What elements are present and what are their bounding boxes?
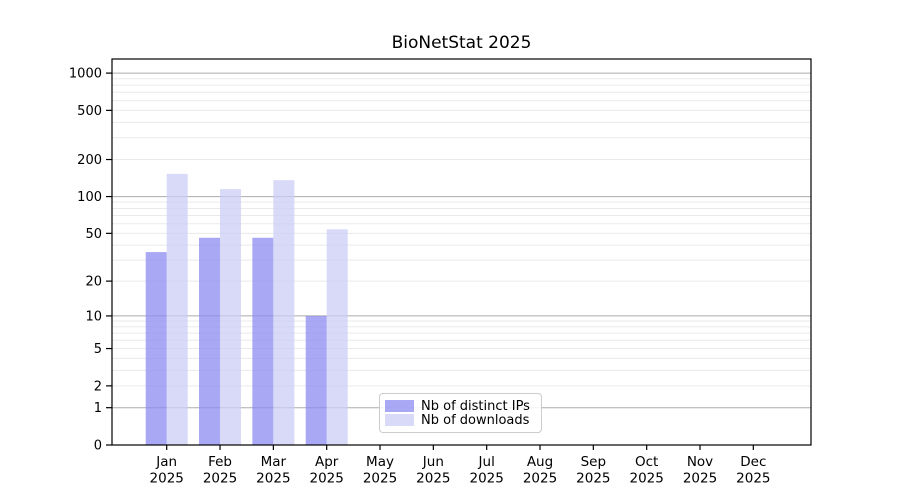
x-axis-tick-label-month: Jul xyxy=(478,454,495,470)
bar-jan-distinct-ips xyxy=(145,252,167,445)
y-axis-tick-label: 0 xyxy=(94,439,102,454)
bar-mar-downloads xyxy=(273,180,295,445)
y-axis-tick-label: 1 xyxy=(94,401,102,416)
x-axis-tick-label-year: 2025 xyxy=(629,471,663,487)
x-axis-tick-label-month: Sep xyxy=(581,454,606,470)
legend-swatch-distinct-ips xyxy=(385,400,414,412)
x-axis-tick-label-month: Jan xyxy=(155,454,177,470)
y-axis-tick-label: 2 xyxy=(94,379,102,394)
x-axis-tick-label-year: 2025 xyxy=(416,471,450,487)
chart-title: BioNetStat 2025 xyxy=(391,33,532,53)
x-axis-tick-label-month: Dec xyxy=(740,454,766,470)
bar-feb-distinct-ips xyxy=(199,237,221,445)
y-axis-tick-label: 20 xyxy=(85,275,102,290)
x-axis-tick-label-month: Aug xyxy=(527,454,553,470)
legend-item-downloads: Nb of downloads xyxy=(385,412,535,428)
x-axis-tick-label-month: Feb xyxy=(208,454,232,470)
y-axis-tick-label: 100 xyxy=(77,190,102,205)
x-axis-tick-label-month: Mar xyxy=(261,454,287,470)
x-axis-tick-label-year: 2025 xyxy=(150,471,184,487)
bar-mar-distinct-ips xyxy=(252,237,274,445)
plot-border xyxy=(111,58,812,446)
x-axis-tick-label-year: 2025 xyxy=(736,471,770,487)
legend: Nb of distinct IPs Nb of downloads xyxy=(379,393,542,433)
x-axis-tick-label-year: 2025 xyxy=(203,471,237,487)
y-axis-tick-label: 10 xyxy=(85,309,102,324)
y-axis-tick-label: 50 xyxy=(85,227,102,242)
y-axis-tick-label: 5 xyxy=(94,342,102,357)
x-axis-tick-label-month: Jun xyxy=(422,454,444,470)
x-axis-tick-label-year: 2025 xyxy=(523,471,557,487)
x-axis-tick-label-year: 2025 xyxy=(363,471,397,487)
legend-label-distinct-ips: Nb of distinct IPs xyxy=(421,398,530,414)
x-axis-tick-label-month: Nov xyxy=(687,454,713,470)
legend-label-downloads: Nb of downloads xyxy=(421,412,530,428)
legend-swatch-downloads xyxy=(385,414,414,426)
bar-jan-downloads xyxy=(166,173,188,445)
x-axis-tick-label-year: 2025 xyxy=(470,471,504,487)
y-axis-tick-label: 500 xyxy=(77,104,102,119)
x-axis-tick-label-year: 2025 xyxy=(576,471,610,487)
bar-apr-distinct-ips xyxy=(305,315,327,445)
x-axis-tick-label-year: 2025 xyxy=(683,471,717,487)
y-axis-tick-label: 200 xyxy=(77,153,102,168)
x-axis-tick-label-month: May xyxy=(366,454,394,470)
bar-feb-downloads xyxy=(220,189,242,445)
legend-item-distinct-ips: Nb of distinct IPs xyxy=(385,398,535,414)
x-axis-tick-label-year: 2025 xyxy=(256,471,290,487)
x-axis-tick-label-month: Apr xyxy=(315,454,339,470)
bar-apr-downloads xyxy=(326,229,348,445)
x-axis-tick-label-month: Oct xyxy=(635,454,658,470)
x-axis-tick-label-year: 2025 xyxy=(310,471,344,487)
y-axis-tick-label: 1000 xyxy=(69,67,102,82)
